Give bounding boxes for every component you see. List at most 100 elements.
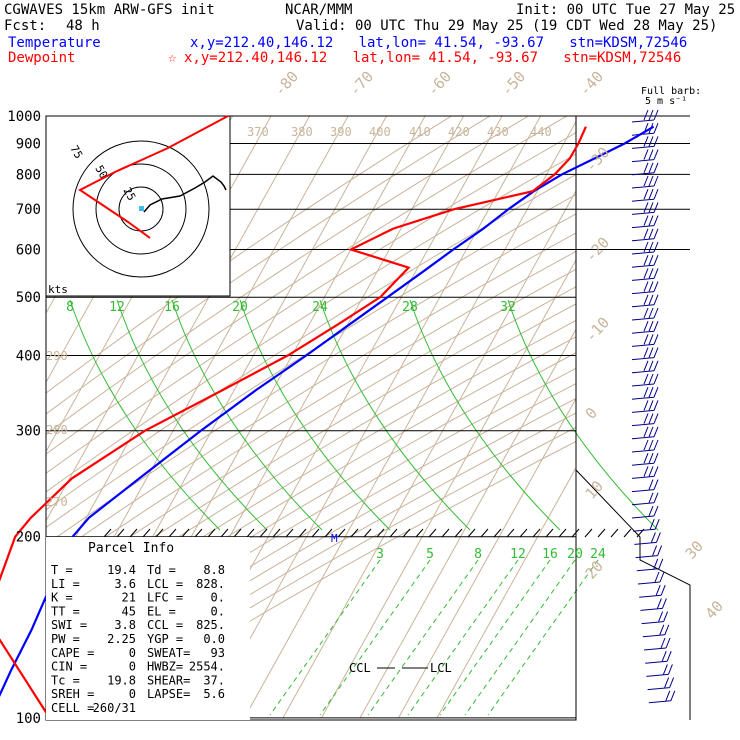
wind-barb-feather: [661, 598, 667, 609]
wind-barb-feather: [648, 347, 654, 358]
isotherm-line: [46, 116, 311, 592]
wind-barb-feather: [643, 400, 649, 411]
dry-adiabat-line: [51, 412, 576, 719]
wind-barb-feather: [643, 268, 649, 279]
parcel-info-key: LCL =: [147, 577, 183, 591]
wind-barb-feather: [648, 109, 654, 121]
wind-barb-feather: [643, 321, 649, 332]
wind-barb-feather: [648, 294, 654, 305]
moist-adiabat-line: [409, 299, 561, 531]
wind-barb-feather: [653, 347, 659, 358]
lcl-label: LCL: [430, 661, 452, 675]
hatch-mark: [532, 528, 541, 538]
wind-barb-feather: [653, 175, 659, 187]
wind-barb-feather: [643, 294, 649, 305]
wind-barb-feather: [643, 228, 649, 239]
chart-frame: [45, 115, 691, 721]
parcel-info-key: YGP =: [147, 632, 183, 646]
wind-barb-shaft: [631, 343, 655, 347]
hodograph-ring: [95, 163, 187, 255]
hatch-mark: [272, 528, 281, 538]
moist-adiabat-line: [116, 299, 268, 531]
wind-barb-feather: [648, 400, 654, 411]
wind-barb-feather: [653, 387, 659, 398]
wind-barb-feather: [653, 307, 659, 319]
isotherm-line: [359, 328, 576, 719]
wind-barb-feather: [653, 202, 659, 213]
wind-barb-shaft: [637, 581, 661, 585]
wind-barb-feather: [664, 677, 670, 688]
wind-barb-shaft: [631, 198, 655, 202]
hatch-mark: [467, 528, 476, 538]
wind-barb-feather: [657, 545, 663, 556]
wind-barb-feather: [648, 228, 654, 239]
wind-barb-feather: [654, 519, 660, 530]
hatch-mark: [519, 528, 528, 538]
wind-barb-feather: [648, 413, 654, 424]
parcel-info-value: 93: [211, 646, 225, 660]
dry-adiabat-line: [46, 153, 576, 493]
theta-label: 280: [46, 423, 68, 437]
parcel-info-key: TT =: [51, 604, 80, 618]
wind-barb-shaft: [642, 634, 665, 638]
parcel-info-key: CAPE =: [51, 646, 94, 660]
wind-barb-feather: [648, 466, 654, 477]
wind-barb-feather: [653, 162, 659, 173]
hodograph-ring-label: 75: [67, 143, 85, 161]
barb-key-label: Full barb:: [641, 86, 702, 97]
valid-time: Valid: 00 UTC Thu 29 May 25 (19 CDT Wed …: [296, 18, 718, 34]
wind-barb-feather: [648, 281, 654, 292]
isotherm-line: [398, 397, 576, 719]
mixing-ratio-label: 5: [426, 547, 434, 562]
wind-barb-feather: [653, 453, 659, 464]
isotherm-line: [436, 466, 576, 719]
wind-barb-feather: [643, 281, 649, 292]
wind-barb-feather: [653, 215, 659, 226]
wind-barb-feather: [652, 545, 658, 556]
dry-adiabat-line: [46, 173, 576, 511]
wind-barb-feather: [648, 149, 654, 160]
wind-barb-feather: [648, 202, 654, 213]
wind-barb-feather: [648, 439, 654, 451]
wind-barb-feather: [653, 479, 659, 490]
hatch-mark: [428, 528, 437, 538]
parcel-info-key: Td =: [147, 563, 176, 577]
parcel-info-value: 37.: [203, 673, 225, 687]
parcel-info-key: SWI =: [51, 618, 87, 632]
hatch-mark: [285, 528, 294, 538]
hatch-mark: [376, 528, 385, 538]
pressure-tick-label: 200: [16, 530, 41, 546]
isotherm-tick-label: -30: [582, 143, 614, 175]
parcel-info-key: CIN =: [51, 660, 87, 674]
hodograph-ring: [72, 140, 210, 278]
hatch-mark: [168, 528, 177, 538]
lower-panel-lines: [517, 126, 740, 297]
wind-barb-feather: [653, 255, 659, 266]
star-icon: ☆: [168, 50, 177, 66]
isotherm-tick-label: -40: [576, 67, 608, 99]
hatch-mark: [545, 528, 554, 538]
wind-barb-feather: [643, 360, 649, 371]
wind-barb-feather: [669, 677, 675, 688]
wind-barb-feather: [648, 189, 654, 200]
mixing-ratio-label: 20: [567, 547, 583, 562]
wind-barb-feather: [655, 585, 661, 596]
wind-barb-feather: [665, 637, 671, 649]
wind-barb-feather: [643, 149, 649, 160]
wind-barb-feather: [663, 611, 669, 622]
ccl-label: CCL: [349, 661, 371, 675]
pressure-tick-label: 1000: [7, 109, 41, 125]
theta-label: 410: [409, 125, 431, 139]
mixing-ratio-label: 32: [500, 300, 516, 315]
wind-barb-feather: [653, 413, 659, 424]
wind-barb-feather: [667, 664, 673, 675]
mixing-ratio-label: 16: [542, 547, 558, 562]
wind-barb-feather: [658, 558, 664, 569]
max-wind-marker: M: [331, 532, 338, 545]
dry-adiabat-line: [46, 250, 576, 579]
wind-barb-shaft: [631, 409, 655, 413]
parcel-info-key: T =: [51, 563, 73, 577]
wind-barb-shaft: [631, 291, 655, 295]
dry-adiabat-line: [46, 232, 576, 562]
wind-barb-shaft: [646, 673, 669, 677]
